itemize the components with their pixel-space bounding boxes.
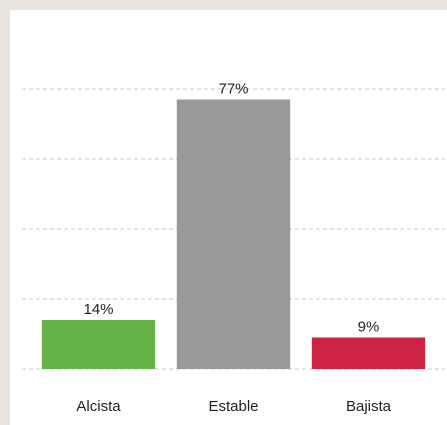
- bar: [41, 320, 156, 369]
- bar: [311, 337, 426, 369]
- value-label: 77%: [218, 80, 248, 97]
- x-tick-label: Alcista: [76, 398, 121, 415]
- value-label: 14%: [83, 301, 113, 318]
- x-tick-label: Estable: [208, 398, 258, 415]
- x-tick-label: Bajista: [346, 398, 392, 415]
- bar: [176, 99, 291, 369]
- value-label: 9%: [358, 318, 380, 335]
